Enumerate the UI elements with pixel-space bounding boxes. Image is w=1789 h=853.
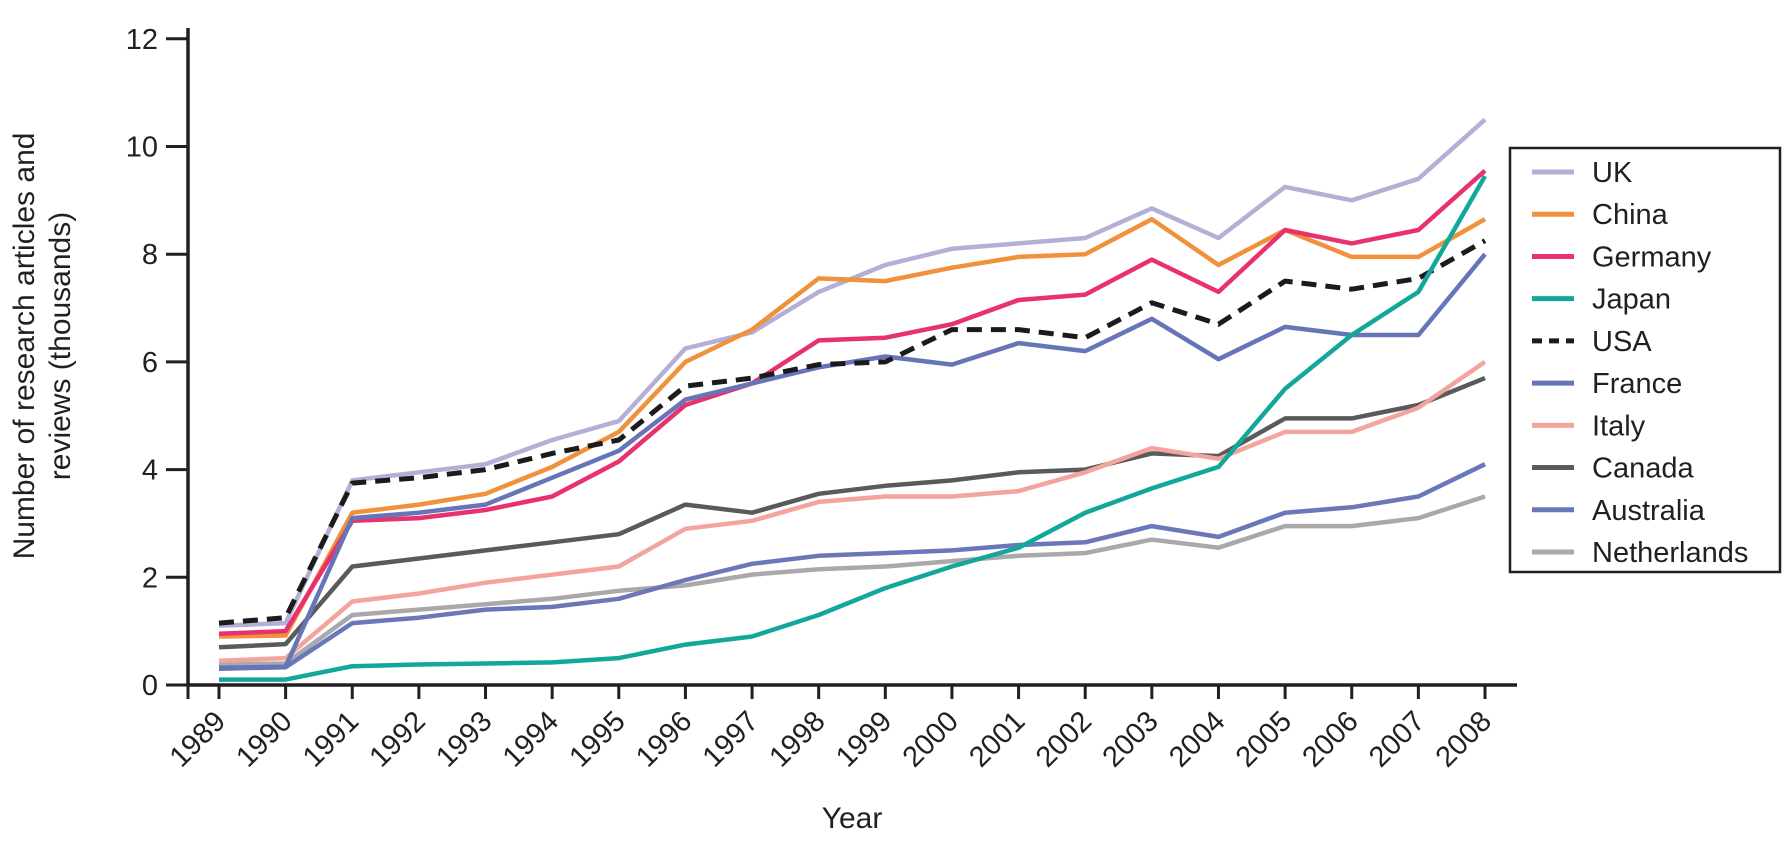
x-tick-label: 2007 (1363, 705, 1431, 773)
legend: UK China Germany Japan USA France Italy Canada A… (1508, 146, 1782, 574)
series-line-china (218, 216, 1487, 639)
series-line-usa (218, 238, 1487, 626)
x-tick-label: 2006 (1296, 705, 1364, 773)
x-tick-label: 1991 (297, 705, 365, 773)
x-tick-label: 1994 (497, 705, 565, 773)
legend-label-germany: Germany (1592, 241, 1712, 273)
x-tick-label: 1999 (830, 705, 898, 773)
legend-label-france: France (1592, 368, 1682, 400)
legend-label-china: China (1592, 199, 1669, 231)
x-tick-label: 2003 (1097, 705, 1165, 773)
legend-box (1508, 146, 1782, 574)
x-tick-label: 1997 (697, 705, 765, 773)
y-tick-label: 8 (142, 239, 158, 271)
series-line-netherlands (218, 494, 1486, 667)
series-line-france (218, 252, 1487, 671)
legend-label-italy: Italy (1592, 410, 1646, 442)
x-tick-label: 1992 (364, 705, 432, 773)
x-tick-label: 1995 (563, 705, 631, 773)
y-tick-label: 4 (142, 455, 158, 487)
series-line-japan (219, 174, 1487, 682)
y-tick-label: 6 (142, 347, 158, 379)
legend-label-australia: Australia (1592, 495, 1706, 527)
x-tick-label: 2008 (1430, 705, 1498, 773)
x-tick-label: 2004 (1163, 705, 1231, 773)
series-line-uk (218, 117, 1487, 629)
series-lines (218, 117, 1487, 682)
legend-label-canada: Canada (1592, 453, 1694, 485)
y-tick-label: 12 (126, 24, 158, 56)
x-tick-label: 1990 (230, 705, 298, 773)
series-line-canada (218, 376, 1486, 650)
x-tick-label: 2000 (897, 705, 965, 773)
legend-label-uk: UK (1592, 157, 1633, 189)
axes (166, 28, 1517, 699)
series-line-italy (218, 360, 1487, 664)
x-axis-title: Year (822, 802, 883, 835)
x-tick-label: 1989 (164, 705, 232, 773)
series-line-germany (218, 169, 1487, 637)
series-line-australia (218, 462, 1486, 672)
x-tick-label: 2005 (1230, 705, 1298, 773)
y-tick-label: 0 (142, 670, 158, 702)
legend-label-japan: Japan (1592, 284, 1671, 316)
x-tick-label: 2001 (963, 705, 1031, 773)
y-axis-title-line1: Number of research articles and (8, 133, 41, 560)
y-tick-label: 10 (126, 132, 158, 164)
x-tick-label: 1993 (430, 705, 498, 773)
legend-label-usa: USA (1592, 326, 1652, 358)
tick-labels: 0246810121989199019911992199319941995199… (126, 24, 1498, 774)
x-tick-label: 2002 (1030, 705, 1098, 773)
x-tick-label: 1998 (763, 705, 831, 773)
y-tick-label: 2 (142, 562, 158, 594)
legend-label-netherlands: Netherlands (1592, 537, 1748, 569)
x-tick-label: 1996 (630, 705, 698, 773)
y-axis-title-line2: reviews (thousands) (44, 212, 77, 480)
